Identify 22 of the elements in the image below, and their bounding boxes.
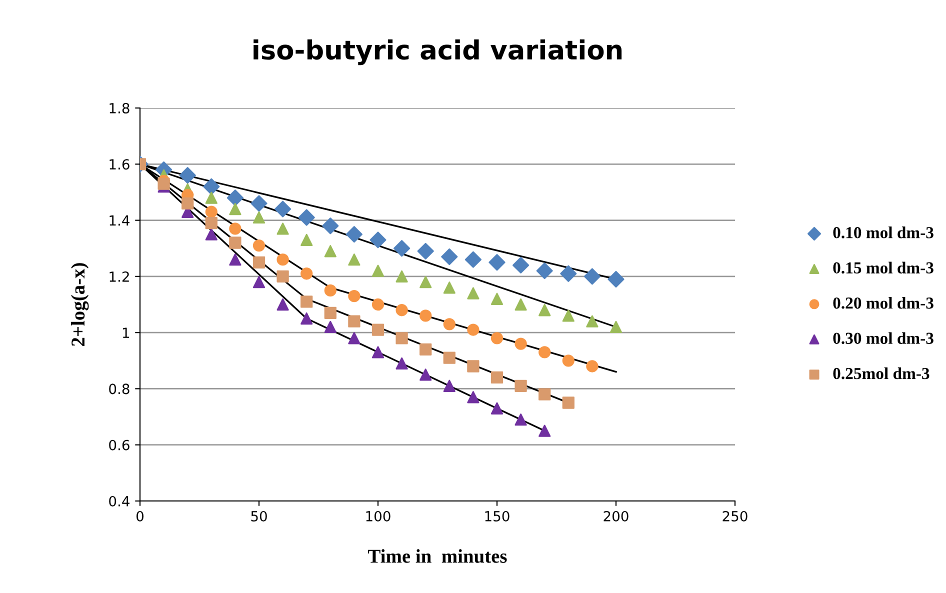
x-tick-label: 250	[722, 510, 748, 522]
y-tick-label: 0.8	[109, 384, 130, 394]
y-tick-label: 1.4	[110, 215, 130, 226]
y-tick-label: 0.4	[109, 496, 130, 506]
x-tick-label: 150	[485, 510, 510, 522]
y-tick-label: 1.6	[110, 159, 130, 170]
chart-title: iso-butyric acid variation	[254, 39, 622, 66]
x-tick-label: 50	[251, 510, 267, 522]
legend-label: 0.25mol dm-3	[833, 367, 930, 380]
legend-label: 0.20 mol dm-3	[833, 296, 934, 309]
legend-label: 0.30 mol dm-3	[833, 332, 934, 344]
x-axis-title: Time in minutes	[368, 549, 507, 563]
x-tick-label: 100	[366, 510, 390, 522]
y-tick-label: 1	[122, 328, 129, 338]
y-tick-label: 1.2	[110, 271, 129, 282]
x-tick-label: 0	[136, 510, 144, 522]
legend-label: 0.10 mol dm-3	[833, 226, 934, 238]
x-tick-label: 200	[604, 510, 628, 522]
y-axis-title: 2+log(a-x)	[70, 263, 89, 346]
legend-label: 0.15 mol dm-3	[833, 262, 934, 274]
y-tick-label: 0.6	[109, 440, 130, 450]
y-tick-label: 1.8	[110, 102, 130, 114]
